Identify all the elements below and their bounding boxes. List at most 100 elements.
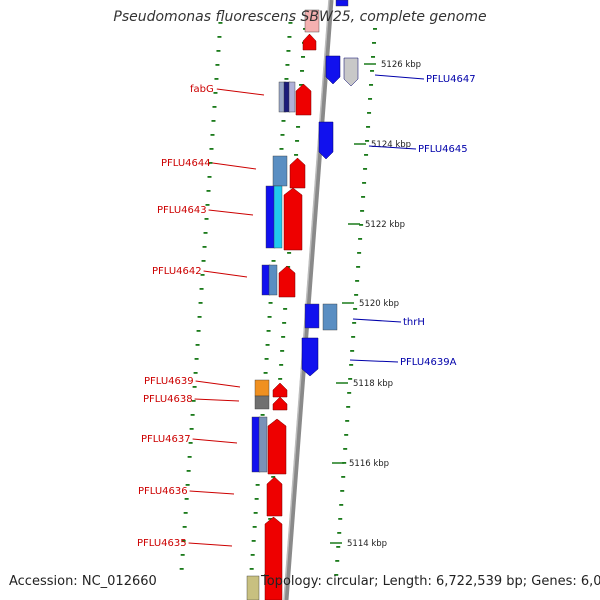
gc-dot (360, 210, 365, 212)
gc-dot (340, 490, 345, 492)
gc-dot (344, 434, 349, 436)
gc-dot (186, 470, 191, 472)
right-gene-label: PFLU4639A (400, 357, 457, 368)
right-leader-line (352, 318, 402, 323)
gc-dot (345, 420, 350, 422)
left-gene-label: PFLU4635 (137, 538, 187, 549)
gc-dot (211, 120, 216, 122)
gene-block (335, 0, 349, 7)
gc-dot (197, 316, 202, 318)
tick-label: 5116 kbp (349, 459, 389, 469)
gc-dot (190, 414, 195, 416)
backbone-highlight (283, 0, 330, 600)
forward-gene-arrow (278, 265, 296, 298)
gc-dot (210, 134, 215, 136)
gc-dot (356, 266, 361, 268)
left-leader-line (188, 542, 233, 547)
gc-dot (367, 112, 372, 114)
gc-dot (364, 154, 369, 156)
genome-backbone (283, 0, 334, 600)
reverse-gene-arrow (301, 337, 319, 377)
gene-block (254, 379, 270, 397)
gc-dot (363, 168, 368, 170)
gc-dot (188, 442, 193, 444)
gc-dot (336, 546, 341, 548)
gc-dot (287, 36, 292, 38)
right-gene-label: thrH (403, 317, 425, 328)
gc-dot (337, 532, 342, 534)
gc-dot (353, 308, 358, 310)
gc-dot (191, 400, 196, 402)
right-leader-line (349, 359, 399, 363)
accession-value: NC_012660 (81, 574, 157, 589)
gc-dot (354, 294, 359, 296)
gene-labels: fabG PFLU4644 PFLU4643 PFLU4642 PFLU4639 PFLU… (137, 74, 476, 549)
left-leader-line (208, 209, 254, 216)
left-leader-line (189, 490, 235, 495)
gc-dot (189, 428, 194, 430)
left-gene-label: PFLU4637 (141, 434, 191, 445)
gc-dot (260, 414, 265, 416)
gc-dot (348, 378, 353, 380)
left-leader-line (203, 270, 248, 278)
gc-dot (294, 154, 299, 156)
gc-dot (278, 378, 283, 380)
forward-gene-arrow (295, 83, 312, 116)
gc-dot (301, 56, 306, 58)
gc-dot (195, 344, 200, 346)
forward-gene-arrow (272, 396, 288, 411)
gc-dot (208, 162, 213, 164)
gc-dot (350, 350, 355, 352)
gc-dot (296, 126, 301, 128)
gc-dot (366, 126, 371, 128)
gc-dot (253, 512, 258, 514)
gc-dot (218, 22, 223, 24)
left-gene-label: PFLU4644 (161, 158, 211, 169)
forward-gene-arrow (266, 476, 283, 517)
forward-gene-arrow (267, 418, 287, 475)
gc-dot (338, 518, 343, 520)
left-leader-line (194, 398, 240, 402)
left-gene-label: PFLU4638 (143, 394, 193, 405)
gc-dot (343, 448, 348, 450)
gc-dot (196, 330, 201, 332)
tick-label: 5120 kbp (359, 299, 399, 309)
gene-block (265, 185, 276, 249)
gc-dot (207, 176, 212, 178)
gc-dot (271, 476, 276, 478)
gc-dot (249, 568, 254, 570)
gc-dot (198, 302, 203, 304)
gene-block (251, 416, 261, 473)
forward-gene-arrow (302, 33, 317, 51)
gc-dot (288, 22, 293, 24)
gc-dot (351, 336, 356, 338)
gc-dot (352, 322, 357, 324)
gc-dot (193, 372, 198, 374)
gc-dot (280, 134, 285, 136)
gene-block (261, 264, 271, 296)
gc-dot (184, 498, 189, 500)
gene-block (322, 303, 338, 331)
gc-dot (355, 280, 360, 282)
gc-dot (283, 308, 288, 310)
gc-dot (180, 554, 185, 556)
gc-dot (339, 504, 344, 506)
left-gene-label: PFLU4639 (144, 376, 194, 387)
gc-dot (263, 372, 268, 374)
gc-dot (203, 232, 208, 234)
gc-dot (362, 182, 367, 184)
gc-dot (371, 56, 376, 58)
gc-dot (209, 148, 214, 150)
right-gene-label: PFLU4647 (426, 74, 476, 85)
gc-dot (370, 70, 375, 72)
right-leader-line (374, 74, 425, 80)
gene-features (246, 0, 359, 600)
left-gene-label: PFLU4636 (138, 486, 188, 497)
gc-dot (268, 302, 273, 304)
right-gene-label: PFLU4645 (418, 144, 468, 155)
forward-gene-arrow (289, 157, 306, 189)
backbone-line (283, 0, 334, 600)
gc-dot (280, 350, 285, 352)
tick-label: 5122 kbp (365, 220, 405, 230)
